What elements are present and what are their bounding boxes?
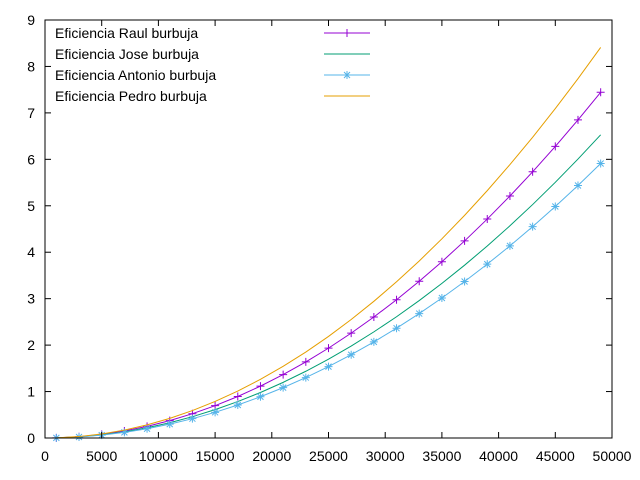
data-point bbox=[143, 424, 152, 433]
data-point bbox=[233, 400, 242, 409]
y-tick-label: 0 bbox=[27, 430, 35, 446]
series-line bbox=[56, 163, 602, 439]
data-point bbox=[392, 295, 401, 304]
y-tick-label: 3 bbox=[27, 291, 35, 307]
chart-legend: Eficiencia Raul burbuja Eficiencia Jose b… bbox=[55, 25, 370, 104]
data-point bbox=[233, 392, 242, 401]
y-tick-label: 8 bbox=[27, 58, 35, 74]
data-point bbox=[301, 357, 310, 366]
data-point bbox=[483, 215, 492, 224]
data-point bbox=[256, 382, 265, 391]
y-tick-label: 5 bbox=[27, 198, 35, 214]
data-point bbox=[343, 71, 351, 79]
series-1 bbox=[52, 88, 605, 442]
data-point bbox=[369, 313, 378, 322]
y-tick-label: 1 bbox=[27, 384, 35, 400]
data-point bbox=[596, 159, 605, 168]
data-point bbox=[211, 408, 220, 417]
data-point bbox=[437, 257, 446, 266]
data-point bbox=[120, 428, 129, 437]
y-tick-label: 6 bbox=[27, 151, 35, 167]
y-tick-label: 7 bbox=[27, 105, 35, 121]
data-point bbox=[188, 414, 197, 423]
data-point bbox=[347, 329, 356, 338]
series-line bbox=[56, 47, 602, 439]
data-point bbox=[505, 191, 514, 200]
legend-label: Eficiencia Pedro burbuja bbox=[55, 88, 207, 104]
data-point bbox=[528, 167, 537, 176]
legend-item: Eficiencia Antonio burbuja bbox=[55, 67, 370, 83]
y-tick-label: 4 bbox=[27, 244, 35, 260]
data-point bbox=[437, 294, 446, 303]
data-point bbox=[460, 277, 469, 286]
data-point bbox=[165, 420, 174, 429]
legend-label: Eficiencia Raul burbuja bbox=[55, 25, 198, 41]
legend-label: Eficiencia Jose burbuja bbox=[55, 46, 199, 62]
x-tick-label: 30000 bbox=[366, 448, 405, 464]
data-point bbox=[324, 344, 333, 353]
data-point bbox=[415, 309, 424, 318]
data-point bbox=[573, 115, 582, 124]
legend-item: Eficiencia Jose burbuja bbox=[55, 46, 370, 62]
data-point bbox=[528, 222, 537, 231]
series-4 bbox=[56, 47, 602, 439]
x-tick-label: 45000 bbox=[536, 448, 575, 464]
y-tick-label: 9 bbox=[27, 12, 35, 28]
data-point bbox=[279, 370, 288, 379]
data-point bbox=[324, 362, 333, 371]
x-tick-label: 5000 bbox=[86, 448, 117, 464]
data-point bbox=[505, 241, 514, 250]
chart-marks bbox=[52, 47, 605, 442]
x-tick-label: 10000 bbox=[139, 448, 178, 464]
legend-item: Eficiencia Raul burbuja bbox=[55, 25, 370, 41]
data-point bbox=[415, 277, 424, 286]
series-3 bbox=[52, 159, 605, 442]
x-tick-label: 0 bbox=[41, 448, 49, 464]
data-point bbox=[596, 88, 605, 97]
x-tick-label: 20000 bbox=[252, 448, 291, 464]
x-tick-label: 15000 bbox=[196, 448, 235, 464]
x-tick-label: 40000 bbox=[479, 448, 518, 464]
data-point bbox=[460, 236, 469, 245]
series-line bbox=[56, 134, 602, 439]
x-tick-label: 35000 bbox=[422, 448, 461, 464]
series-line bbox=[56, 91, 602, 439]
legend-label: Eficiencia Antonio burbuja bbox=[55, 67, 216, 83]
data-point bbox=[551, 202, 560, 211]
x-tick-label: 50000 bbox=[593, 448, 632, 464]
data-point bbox=[483, 260, 492, 269]
data-point bbox=[347, 350, 356, 359]
data-point bbox=[343, 29, 351, 37]
data-point bbox=[301, 373, 310, 382]
data-point bbox=[256, 392, 265, 401]
legend-item: Eficiencia Pedro burbuja bbox=[55, 88, 370, 104]
data-point bbox=[551, 142, 560, 151]
data-point bbox=[573, 181, 582, 190]
data-point bbox=[369, 337, 378, 346]
series-2 bbox=[56, 134, 602, 439]
chart-axes: 0 5000 10000 15000 20000 25000 30000 35000 40000… bbox=[27, 12, 631, 464]
x-tick-label: 25000 bbox=[309, 448, 348, 464]
y-tick-label: 2 bbox=[27, 337, 35, 353]
data-point bbox=[392, 324, 401, 333]
data-point bbox=[279, 383, 288, 392]
